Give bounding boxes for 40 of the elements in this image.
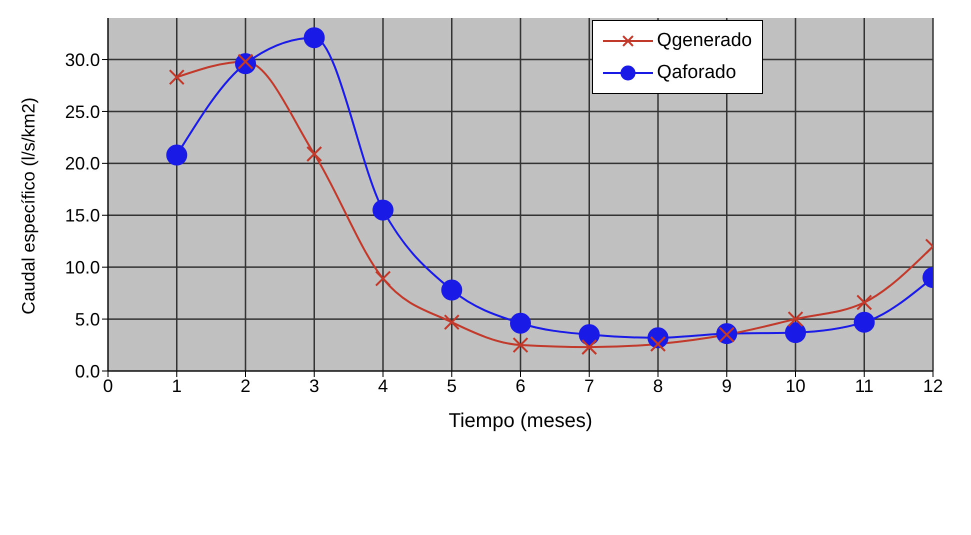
x-tick-label: 11 <box>854 376 874 396</box>
point <box>168 69 185 86</box>
x-tick-label: 1 <box>172 376 182 396</box>
point <box>166 144 188 166</box>
x-tick-label: 4 <box>378 376 388 396</box>
y-tick-label: 30.0 <box>64 50 100 70</box>
point <box>372 200 394 221</box>
y-tick-label: 5.0 <box>74 309 100 330</box>
x-tick-label: 5 <box>446 376 457 396</box>
x-tick-label: 3 <box>309 376 320 396</box>
point <box>581 339 598 356</box>
point <box>304 27 325 48</box>
point <box>854 312 875 333</box>
point <box>375 270 391 287</box>
point <box>510 312 531 334</box>
x-tick-label: 12 <box>922 376 944 396</box>
y-tick-label: 10.0 <box>64 258 100 278</box>
point <box>856 294 872 310</box>
x-tick-label: 10 <box>785 376 806 396</box>
x-axis-title: Tiempo (meses) <box>448 410 592 432</box>
y-axis-title: Caudal específico (l/s/km2) <box>18 97 38 314</box>
point <box>578 324 600 346</box>
y-tick-label: 15.0 <box>64 206 100 226</box>
y-tick-label: 25.0 <box>64 102 100 122</box>
x-tick-label: 8 <box>652 376 664 396</box>
x-tick-label: 2 <box>240 376 251 396</box>
x-tick-label: 0 <box>102 376 114 396</box>
point <box>512 337 528 354</box>
point <box>306 146 322 162</box>
y-tick-label: 0.0 <box>74 361 100 382</box>
y-tick-label: 20.0 <box>64 154 100 174</box>
legend-label: Qaforado <box>656 62 736 84</box>
point <box>441 280 462 301</box>
x-tick-label: 9 <box>722 376 732 396</box>
x-tick-label: 6 <box>515 376 526 396</box>
point <box>444 314 460 330</box>
x-tick-label: 7 <box>584 376 594 396</box>
legend-label: Qgenerado <box>656 30 752 52</box>
point <box>785 322 806 344</box>
point <box>788 311 804 328</box>
